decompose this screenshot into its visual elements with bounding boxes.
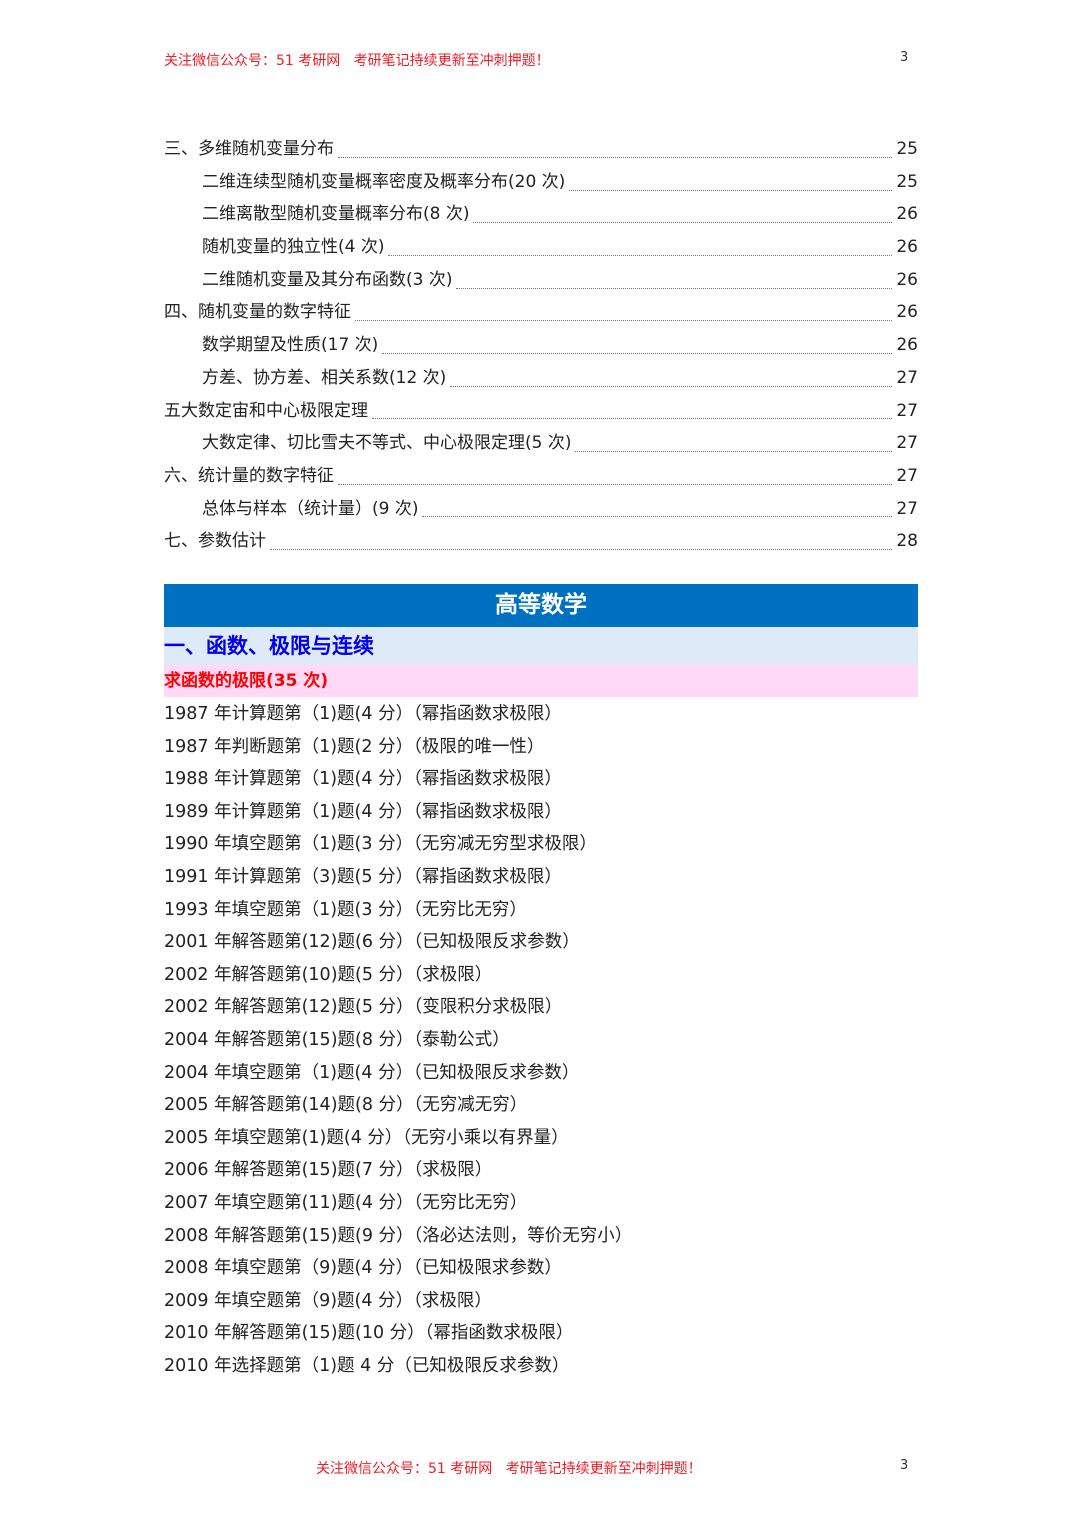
toc-leader-dots [338,156,893,158]
question-list: 1987 年计算题第（1)题(4 分）（幂指函数求极限） 1987 年判断题第（1… [164,700,632,1384]
question-item: 1991 年计算题第（3)题(5 分）（幂指函数求极限） [164,866,562,887]
toc-entry-page: 26 [896,204,918,225]
toc-entry-title: 五大数定宙和中心极限定理 [164,400,368,421]
toc-leader-dots [372,418,893,420]
toc-entry-page: 27 [896,400,918,421]
toc-entry-title: 方差、协方差、相关系数(12 次) [202,367,447,388]
toc-leader-dots [270,549,893,551]
question-item: 1989 年计算题第（1)题(4 分）（幂指函数求极限） [164,801,562,822]
toc-entry-page: 27 [896,498,918,519]
toc-entry[interactable]: 五大数定宙和中心极限定理 27 [164,398,918,431]
question-item: 2010 年选择题第（1)题 4 分（已知极限反求参数） [164,1355,570,1376]
toc-entry[interactable]: 大数定律、切比雪夫不等式、中心极限定理(5 次) 27 [164,430,918,463]
toc-leader-dots [388,254,893,256]
toc-leader-dots [422,516,893,518]
page-footer-promo: 关注微信公众号：51 考研网 考研笔记持续更新至冲刺押题！ [316,1461,702,1477]
toc-entry-title: 数学期望及性质(17 次) [202,335,379,356]
question-item: 1987 年计算题第（1)题(4 分）（幂指函数求极限） [164,704,562,724]
toc-entry-title: 七、参数估计 [164,531,266,552]
toc-entry[interactable]: 数学期望及性质(17 次) 26 [164,332,918,365]
toc-leader-dots [338,483,893,485]
toc-entry-page: 26 [896,269,918,290]
toc-leader-dots [456,287,893,289]
page-number-top: 3 [900,50,909,65]
toc-entry[interactable]: 随机变量的独立性(4 次) 26 [164,234,918,267]
toc-leader-dots [450,385,893,387]
chapter-heading: 一、函数、极限与连续 [164,627,918,665]
toc-entry-title: 二维随机变量及其分布函数(3 次) [202,269,453,290]
toc-entry-title: 六、统计量的数字特征 [164,465,334,486]
toc-leader-dots [569,189,893,191]
page-header-promo: 关注微信公众号：51 考研网 考研笔记持续更新至冲刺押题！ [164,53,550,69]
toc-entry[interactable]: 三、多维随机变量分布 25 [164,136,918,169]
table-of-contents: 三、多维随机变量分布 25 二维连续型随机变量概率密度及概率分布(20 次) 25 二维… [164,136,918,561]
toc-entry-title: 大数定律、切比雪夫不等式、中心极限定理(5 次) [202,433,572,454]
toc-entry[interactable]: 二维离散型随机变量概率分布(8 次) 26 [164,201,918,234]
toc-entry-title: 二维连续型随机变量概率密度及概率分布(20 次) [202,171,566,192]
question-item: 2004 年解答题第(15)题(8 分）（泰勒公式） [164,1029,510,1050]
question-item: 2008 年解答题第(15)题(9 分）（洛必达法则，等价无穷小） [164,1225,633,1246]
question-item: 2009 年填空题第（9)题(4 分）（求极限） [164,1290,492,1311]
toc-entry[interactable]: 二维随机变量及其分布函数(3 次) 26 [164,267,918,300]
question-item: 2001 年解答题第(12)题(6 分）（已知极限反求参数） [164,932,580,953]
question-item: 2005 年填空题第(1)题(4 分）（无穷小乘以有界量） [164,1127,569,1148]
question-item: 1993 年填空题第（1)题(3 分）（无穷比无穷） [164,899,527,920]
toc-entry-page: 25 [896,139,918,159]
toc-entry[interactable]: 总体与样本（统计量）(9 次) 27 [164,496,918,529]
toc-entry[interactable]: 二维连续型随机变量概率密度及概率分布(20 次) 25 [164,169,918,202]
toc-entry[interactable]: 六、统计量的数字特征 27 [164,463,918,496]
toc-entry-page: 26 [896,302,918,323]
toc-entry-page: 27 [896,367,918,388]
toc-entry-title: 四、随机变量的数字特征 [164,302,351,323]
toc-entry-page: 26 [896,237,918,258]
toc-entry-page: 27 [896,465,918,486]
question-item: 1990 年填空题第（1)题(3 分）（无穷减无穷型求极限） [164,834,597,855]
question-item: 2005 年解答题第(14)题(8 分）（无穷减无穷） [164,1095,528,1116]
question-item: 1988 年计算题第（1)题(4 分）（幂指函数求极限） [164,769,562,790]
toc-entry[interactable]: 方差、协方差、相关系数(12 次) 27 [164,365,918,398]
page-number-bottom: 3 [900,1458,909,1473]
toc-entry-title: 二维离散型随机变量概率分布(8 次) [202,204,470,225]
toc-entry-title: 三、多维随机变量分布 [164,139,334,159]
subject-banner: 高等数学 [164,584,918,627]
question-item: 2002 年解答题第(10)题(5 分）（求极限） [164,964,493,985]
question-item: 2010 年解答题第(15)题(10 分）（幂指函数求极限） [164,1323,574,1344]
toc-leader-dots [575,451,893,453]
toc-entry-page: 28 [896,531,918,552]
question-item: 2004 年填空题第（1)题(4 分）（已知极限反求参数） [164,1062,580,1083]
question-item: 2002 年解答题第(12)题(5 分）（变限积分求极限） [164,997,563,1018]
toc-entry-page: 27 [896,433,918,454]
toc-leader-dots [382,352,893,354]
toc-entry-page: 26 [896,335,918,356]
question-item: 2006 年解答题第(15)题(7 分）（求极限） [164,1160,493,1181]
toc-entry-page: 25 [896,171,918,192]
section-heading: 求函数的极限(35 次) [164,665,918,697]
toc-entry[interactable]: 四、随机变量的数字特征 26 [164,299,918,332]
toc-leader-dots [473,222,893,224]
question-item: 2008 年填空题第（9)题(4 分）（已知极限求参数） [164,1258,562,1279]
toc-entry-title: 随机变量的独立性(4 次) [202,237,385,258]
toc-entry[interactable]: 七、参数估计 28 [164,528,918,561]
toc-entry-title: 总体与样本（统计量）(9 次) [202,498,419,519]
question-item: 1987 年判断题第（1)题(2 分）（极限的唯一性） [164,736,545,757]
toc-leader-dots [355,320,893,322]
question-item: 2007 年填空题第(11)题(4 分）（无穷比无穷） [164,1192,528,1213]
